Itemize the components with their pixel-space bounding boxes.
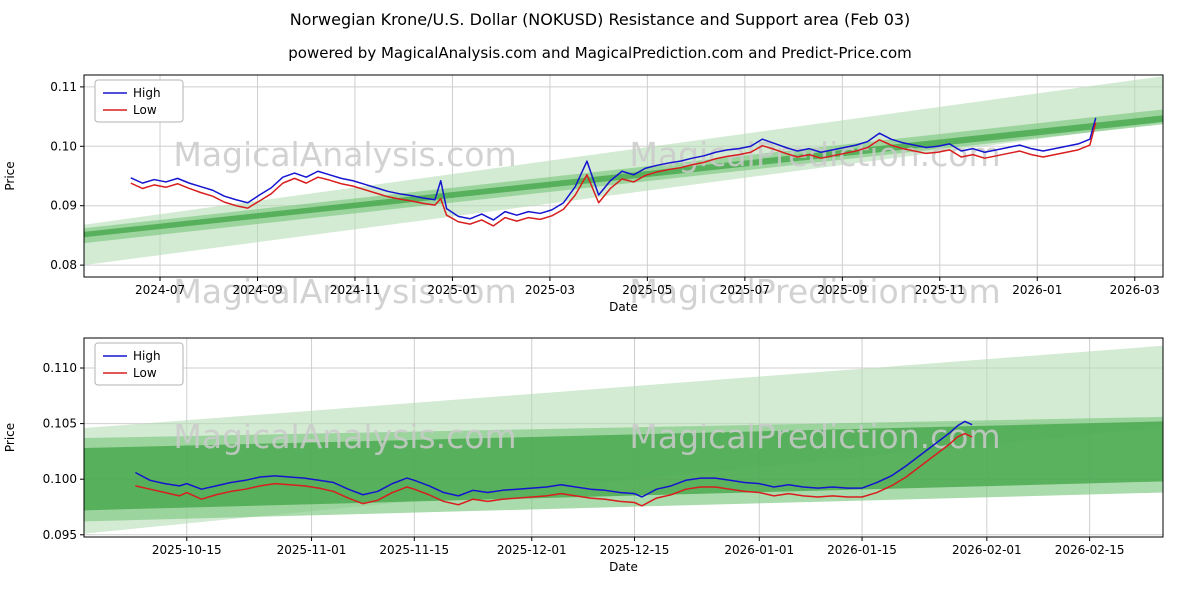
legend-label-low: Low (133, 103, 157, 117)
legend-label-low: Low (133, 366, 157, 380)
tick-labels: 2024-07 2024-09 2024-11 2025-01 2025-03 2025-… (50, 80, 1160, 297)
y-axis-label: Price (3, 423, 17, 452)
chart-title: Norwegian Krone/U.S. Dollar (NOKUSD) Res… (289, 10, 911, 29)
y-tick-label: 0.095 (43, 528, 77, 542)
price-chart-bottom: MagicalAnalysis.com MagicalPrediction.com… (3, 337, 1164, 574)
watermark-text: MagicalAnalysis.com (173, 272, 516, 311)
price-chart-top: MagicalAnalysis.com MagicalPrediction.com… (3, 74, 1164, 314)
x-tick-label: 2025-11-01 (277, 543, 347, 557)
legend-label-high: High (133, 86, 161, 100)
y-tick-label: 0.09 (50, 199, 77, 213)
x-tick-label: 2026-02-15 (1055, 543, 1125, 557)
tick-labels: 2025-10-15 2025-11-01 2025-11-15 2025-12-01… (43, 361, 1125, 557)
legend: High Low (94, 342, 184, 386)
y-tick-label: 0.08 (50, 258, 77, 272)
x-tick-label: 2026-02-01 (952, 543, 1022, 557)
legend: High Low (94, 79, 184, 123)
legend-box (94, 79, 184, 123)
plot-border (83, 74, 1164, 278)
y-tick-label: 0.11 (50, 80, 77, 94)
watermarks: MagicalAnalysis.com MagicalPrediction.com… (173, 135, 1000, 311)
watermark-text: MagicalAnalysis.com (173, 417, 516, 456)
x-tick-label: 2025-03 (525, 283, 575, 297)
trend-band (84, 421, 1163, 511)
support-resistance-bands (84, 345, 1163, 534)
chart-subtitle: powered by MagicalAnalysis.com and Magic… (288, 44, 912, 62)
x-tick-label: 2024-07 (135, 283, 185, 297)
legend-box (94, 342, 184, 386)
x-tick-label: 2026-01-01 (724, 543, 794, 557)
watermark-text: MagicalAnalysis.com (173, 135, 516, 174)
x-tick-label: 2025-10-15 (152, 543, 222, 557)
x-tick-label: 2025-11-15 (379, 543, 449, 557)
x-tick-label: 2025-01 (427, 283, 477, 297)
watermarks: MagicalAnalysis.com MagicalPrediction.com (173, 417, 1000, 456)
x-tick-label: 2025-12-15 (600, 543, 670, 557)
watermark-text: MagicalPrediction.com (629, 135, 1000, 174)
y-tick-label: 0.110 (43, 361, 77, 375)
low-line (135, 432, 973, 507)
high-line (135, 420, 973, 498)
legend-label-high: High (133, 349, 161, 363)
x-tick-label: 2025-05 (622, 283, 672, 297)
x-tick-label: 2024-09 (232, 283, 282, 297)
low-line (130, 122, 1097, 227)
x-axis-label: Date (609, 300, 638, 314)
x-tick-label: 2026-01 (1012, 283, 1062, 297)
x-tick-label: 2024-11 (330, 283, 380, 297)
x-tick-label: 2025-11 (915, 283, 965, 297)
y-tick-label: 0.10 (50, 139, 77, 153)
y-tick-label: 0.105 (43, 417, 77, 431)
high-line (130, 117, 1097, 221)
x-tick-label: 2025-07 (720, 283, 770, 297)
watermark-text: MagicalPrediction.com (629, 417, 1000, 456)
watermark-text: MagicalPrediction.com (629, 272, 1000, 311)
x-tick-label: 2025-12-01 (497, 543, 567, 557)
x-tick-label: 2026-03 (1110, 283, 1160, 297)
y-tick-label: 0.100 (43, 472, 77, 486)
y-axis-label: Price (3, 161, 17, 190)
x-axis-label: Date (609, 560, 638, 574)
x-tick-label: 2025-09 (817, 283, 867, 297)
plot-border (83, 337, 1164, 538)
x-tick-label: 2026-01-15 (827, 543, 897, 557)
